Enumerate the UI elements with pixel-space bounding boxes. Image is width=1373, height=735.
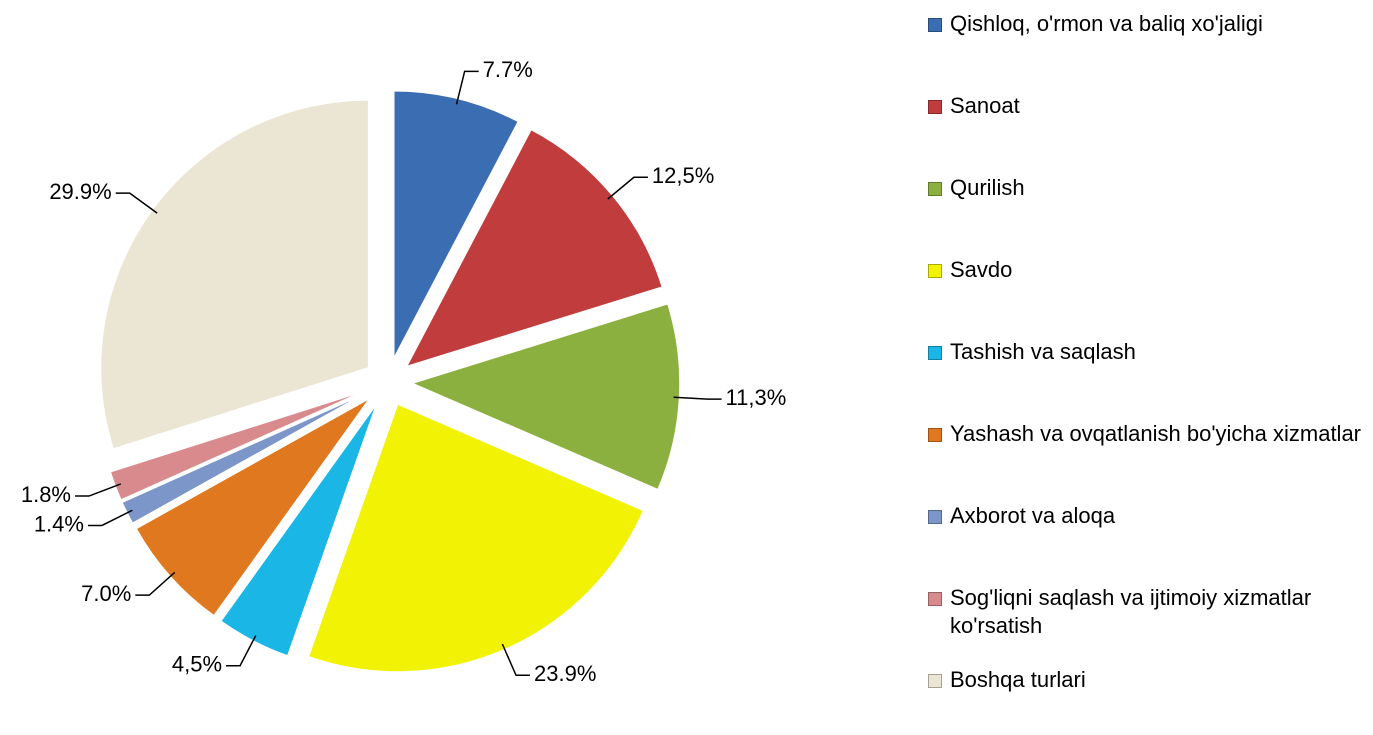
leader-line bbox=[115, 192, 158, 214]
legend-label: Qurilish bbox=[950, 175, 1025, 200]
legend-item: Qishloq, o'rmon va baliq xo'jaligi bbox=[928, 10, 1368, 92]
legend-label: Sanoat bbox=[950, 93, 1020, 118]
legend-swatch bbox=[928, 182, 942, 196]
data-label: 1.8% bbox=[21, 482, 71, 507]
legend-item: Tashish va saqlash bbox=[928, 338, 1368, 420]
leader-line bbox=[87, 509, 133, 527]
legend-item: Savdo bbox=[928, 256, 1368, 338]
legend-swatch bbox=[928, 264, 942, 278]
legend-swatch bbox=[928, 592, 942, 606]
data-label: 11,3% bbox=[726, 385, 787, 410]
data-label: 7.0% bbox=[81, 581, 131, 606]
leader-line bbox=[607, 176, 648, 200]
legend-item: Sog'liqni saqlash va ijtimoiy xizmatlar … bbox=[928, 584, 1368, 666]
legend-label: Boshqa turlari bbox=[950, 667, 1086, 692]
leader-line bbox=[226, 635, 257, 667]
legend-swatch bbox=[928, 346, 942, 360]
legend-item: Yashash va ovqatlanish bo'yicha xizmatla… bbox=[928, 420, 1368, 502]
legend-swatch bbox=[928, 18, 942, 32]
leader-line bbox=[673, 396, 722, 400]
legend-swatch bbox=[928, 510, 942, 524]
legend-swatch bbox=[928, 428, 942, 442]
legend-label: Savdo bbox=[950, 257, 1013, 282]
data-label: 1.4% bbox=[34, 511, 84, 536]
legend-label: Qishloq, o'rmon va baliq xo'jaligi bbox=[950, 11, 1263, 36]
legend-label: Sog'liqni saqlash va ijtimoiy xizmatlar … bbox=[950, 585, 1312, 638]
leader-line bbox=[501, 643, 531, 677]
legend-swatch bbox=[928, 100, 942, 114]
data-label: 29.9% bbox=[49, 179, 111, 204]
leader-line bbox=[75, 483, 122, 497]
pie-slice bbox=[99, 99, 370, 450]
legend-label: Tashish va saqlash bbox=[950, 339, 1136, 364]
legend-label: Axborot va aloqa bbox=[950, 503, 1116, 528]
legend-item: Sanoat bbox=[928, 92, 1368, 174]
legend-label: Yashash va ovqatlanish bo'yicha xizmatla… bbox=[950, 421, 1362, 446]
data-label: 23.9% bbox=[534, 661, 596, 686]
data-label: 4,5% bbox=[172, 652, 222, 677]
legend-item: Boshqa turlari bbox=[928, 666, 1368, 735]
leader-line bbox=[135, 571, 176, 596]
legend-item: Qurilish bbox=[928, 174, 1368, 256]
legend-item: Axborot va aloqa bbox=[928, 502, 1368, 584]
data-label: 7.7% bbox=[483, 57, 533, 82]
leader-line bbox=[455, 70, 479, 105]
legend-swatch bbox=[928, 674, 942, 688]
data-label: 12,5% bbox=[652, 163, 714, 188]
legend: Qishloq, o'rmon va baliq xo'jaligi Sanoat… bbox=[928, 10, 1368, 735]
